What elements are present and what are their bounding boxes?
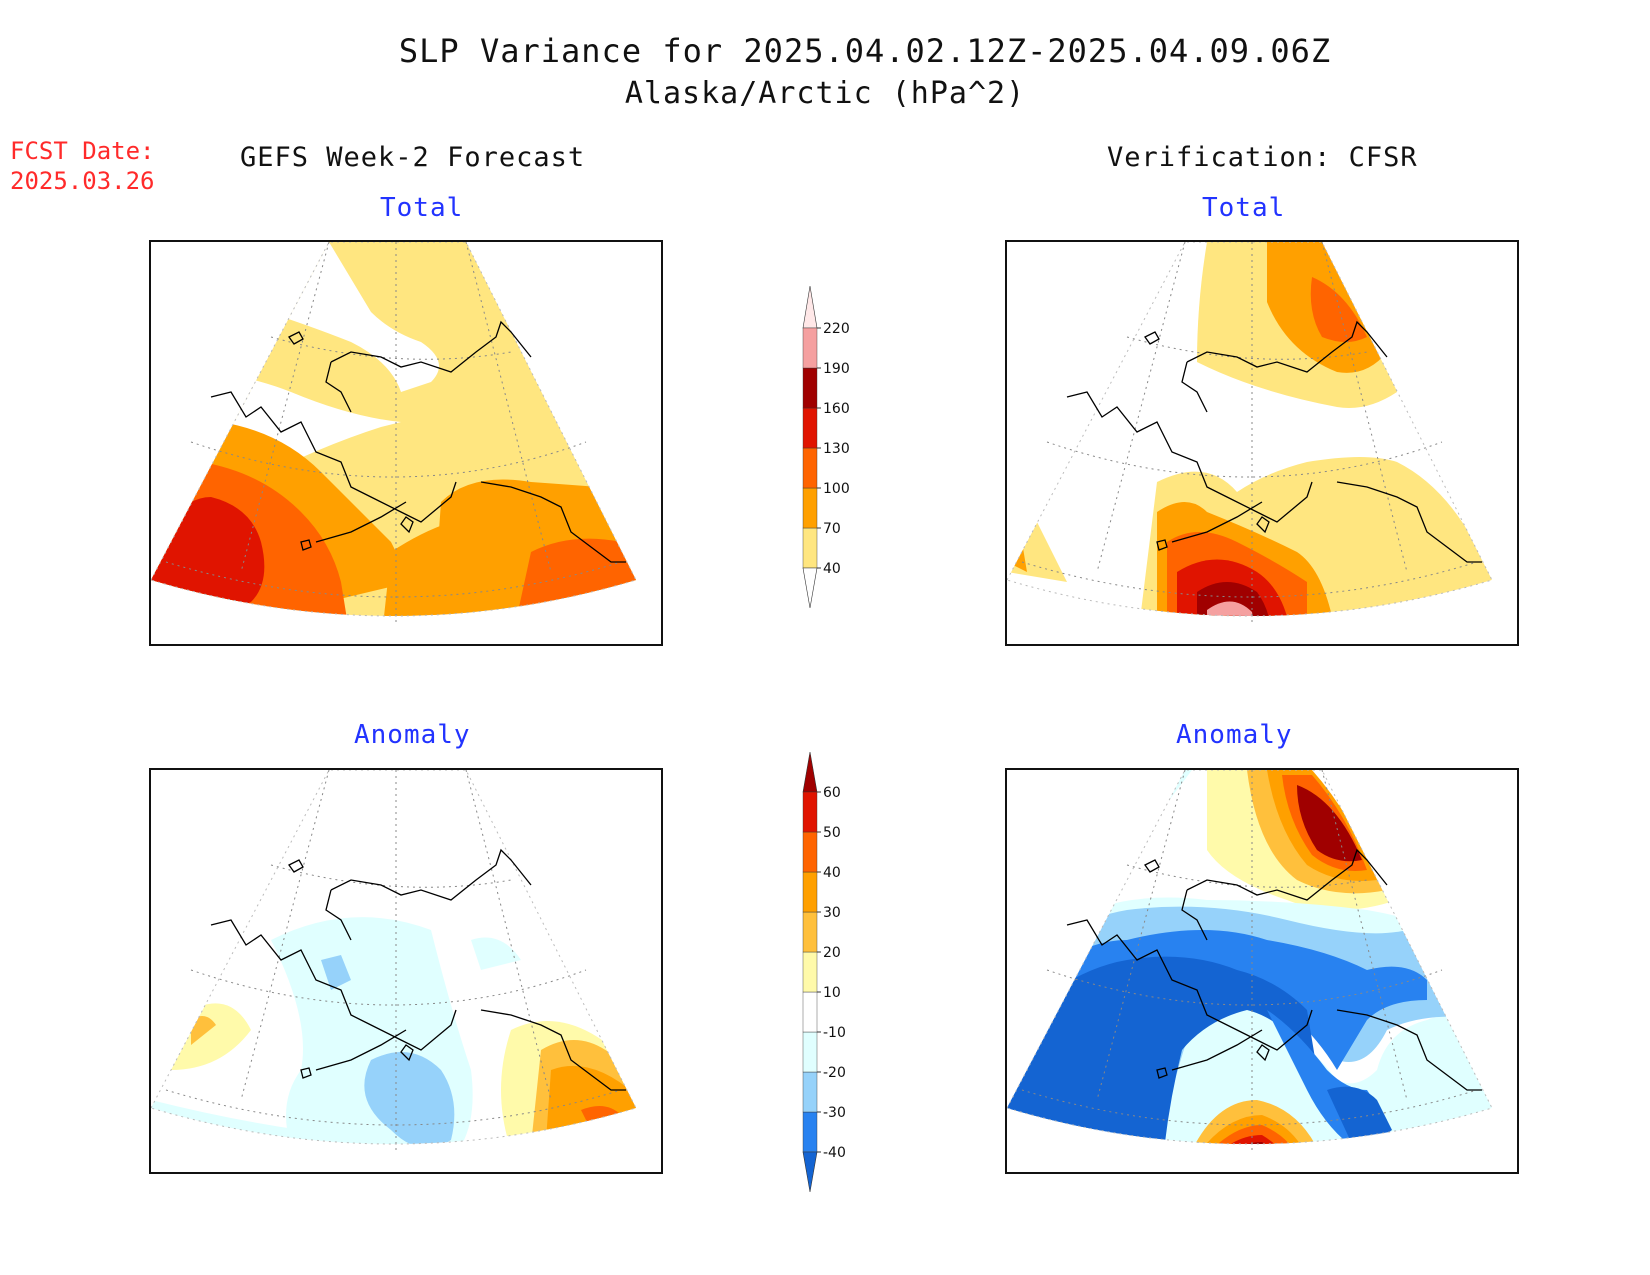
anomaly-colorbar-label: -20 bbox=[823, 1065, 846, 1081]
forecast-total-fill bbox=[151, 242, 636, 616]
anomaly-colorbar-label: 60 bbox=[823, 785, 841, 801]
total-colorbar-label: 130 bbox=[823, 441, 850, 457]
total-colorbar-band bbox=[802, 327, 818, 369]
anomaly-colorbar-band bbox=[802, 991, 818, 1033]
total-colorbar-band bbox=[802, 367, 818, 409]
forecast-anomaly-graticule bbox=[165, 770, 622, 1150]
forecast-total-heading: Total bbox=[380, 193, 464, 223]
anomaly-colorbar: -40 -30 -20 -10 10 20 30 40 50 60 bbox=[802, 752, 846, 1193]
total-colorbar-label: 70 bbox=[823, 521, 841, 537]
anomaly-colorbar-band bbox=[802, 831, 818, 873]
anomaly-colorbar-label: -40 bbox=[823, 1145, 846, 1161]
anomaly-colorbar-label: 50 bbox=[823, 825, 841, 841]
forecast-total-graticule bbox=[165, 242, 622, 622]
total-colorbar: 40 70 100 130 160 190 220 bbox=[802, 285, 850, 609]
fcst-date-value: 2025.03.26 bbox=[10, 167, 155, 195]
total-colorbar-band bbox=[802, 447, 818, 489]
verification-total-graticule bbox=[1021, 242, 1478, 622]
anomaly-colorbar-band bbox=[802, 871, 818, 913]
forecast-total-map bbox=[149, 240, 663, 646]
verification-total-coastline bbox=[1066, 320, 1482, 563]
total-colorbar-label: 220 bbox=[823, 321, 850, 337]
verification-anomaly-heading: Anomaly bbox=[1176, 720, 1293, 750]
forecast-anomaly-map bbox=[149, 768, 663, 1174]
anomaly-colorbar-label: 10 bbox=[823, 985, 841, 1001]
total-colorbar-label: 160 bbox=[823, 401, 850, 417]
total-colorbar-label: 100 bbox=[823, 481, 850, 497]
anomaly-colorbar-band bbox=[802, 1031, 818, 1073]
total-colorbar-bottom-tip bbox=[802, 567, 818, 609]
fcst-date-label: FCST Date: bbox=[10, 137, 155, 165]
verification-total-map bbox=[1005, 240, 1519, 646]
anomaly-colorbar-band bbox=[802, 1071, 818, 1113]
verification-anomaly-map bbox=[1005, 768, 1519, 1174]
verification-total-fill bbox=[1007, 242, 1492, 616]
anomaly-colorbar-band bbox=[802, 1111, 818, 1153]
figure-subtitle: Alaska/Arctic (hPa^2) bbox=[624, 76, 1026, 111]
total-colorbar-band bbox=[802, 407, 818, 449]
total-colorbar-label: 40 bbox=[823, 561, 841, 577]
anomaly-colorbar-label: 20 bbox=[823, 945, 841, 961]
verification-anomaly-graticule bbox=[1021, 770, 1478, 1150]
anomaly-colorbar-band bbox=[802, 911, 818, 953]
anomaly-colorbar-top-tip bbox=[802, 752, 818, 793]
forecast-anomaly-fill bbox=[151, 770, 636, 1144]
verification-anomaly-coastline bbox=[1066, 848, 1482, 1091]
anomaly-colorbar-bottom-tip bbox=[802, 1151, 818, 1193]
anomaly-colorbar-label: -10 bbox=[823, 1025, 846, 1041]
anomaly-colorbar-label: -30 bbox=[823, 1105, 846, 1121]
forecast-total-coastline bbox=[210, 320, 626, 563]
gefs-forecast-heading: GEFS Week-2 Forecast bbox=[240, 142, 586, 173]
total-colorbar-top-tip bbox=[802, 285, 818, 329]
anomaly-colorbar-band bbox=[802, 951, 818, 993]
figure-title: SLP Variance for 2025.04.02.12Z-2025.04.… bbox=[398, 32, 1332, 70]
total-colorbar-band bbox=[802, 527, 818, 569]
verification-anomaly-fill bbox=[1007, 770, 1492, 1144]
anomaly-colorbar-label: 40 bbox=[823, 865, 841, 881]
forecast-anomaly-heading: Anomaly bbox=[354, 720, 471, 750]
cfsr-verification-heading: Verification: CFSR bbox=[1107, 142, 1418, 173]
anomaly-colorbar-band bbox=[802, 791, 818, 833]
anomaly-colorbar-label: 30 bbox=[823, 905, 841, 921]
verification-total-heading: Total bbox=[1202, 193, 1286, 223]
total-colorbar-band bbox=[802, 487, 818, 529]
forecast-anomaly-coastline bbox=[210, 848, 626, 1091]
total-colorbar-label: 190 bbox=[823, 361, 850, 377]
